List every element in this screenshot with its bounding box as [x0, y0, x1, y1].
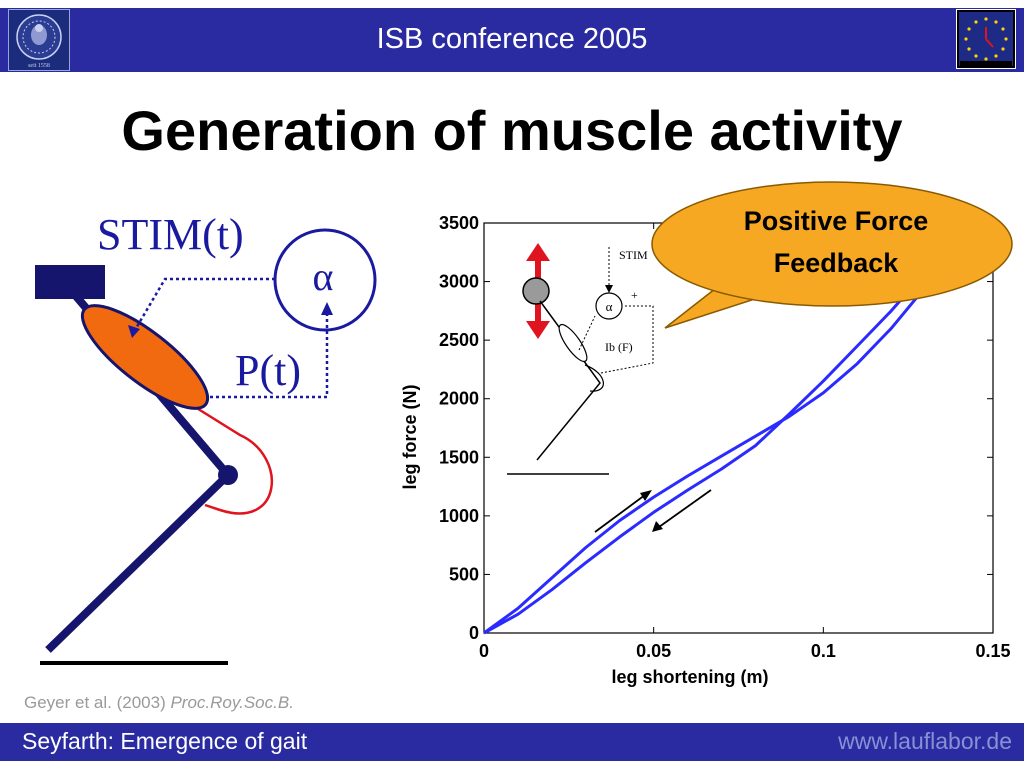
inset-schematic: α STIM + Ib (F)	[507, 243, 654, 475]
hip-block	[35, 265, 105, 299]
stim-arrowhead	[128, 325, 140, 338]
callout-text-line1: Positive Force	[744, 206, 929, 236]
alpha-label: α	[313, 254, 334, 299]
inset-alpha-label: α	[606, 299, 613, 314]
conference-title: ISB conference 2005	[376, 23, 648, 55]
force-feedback-path	[210, 315, 329, 399]
series-line-unloading	[483, 245, 954, 635]
university-seal-logo: seit 1558	[8, 9, 70, 71]
stim-label: STIM(t)	[97, 210, 244, 259]
inset-tendon	[584, 364, 604, 392]
stim-signal-path	[133, 277, 275, 331]
inset-output-line	[578, 315, 596, 351]
unloading-direction-arrow	[658, 489, 712, 528]
header-bar	[0, 8, 1024, 72]
leg-force-chart: 0 0.05 0.1 0.15 0 500 1000 1500 2000 2500 3000 3500…	[395, 195, 1024, 695]
inset-force-arrow-down	[526, 321, 550, 339]
callout-text-line2: Feedback	[774, 248, 900, 278]
seal-lettering: seit 1558	[28, 63, 50, 69]
x-axis-label: leg shortening (m)	[612, 667, 769, 687]
y-tick-label: 1500	[439, 447, 479, 467]
x-tick-label: 0.15	[975, 641, 1010, 661]
x-tick-label: 0	[479, 641, 489, 661]
shank-segment	[45, 472, 231, 653]
knee-joint	[218, 465, 238, 485]
citation-journal: Proc.Roy.Soc.B.	[170, 693, 294, 712]
positive-force-feedback-callout: Positive Force Feedback	[640, 180, 1024, 340]
inset-ib-label: Ib (F)	[605, 340, 633, 354]
inset-stim-arrowhead	[605, 285, 613, 293]
inset-force-arrow-up	[526, 243, 550, 261]
y-tick-label: 1000	[439, 506, 479, 526]
y-tick-label: 0	[469, 623, 479, 643]
footer-website-link[interactable]: www.lauflabor.de	[838, 728, 1012, 754]
muscle-ellipse	[80, 304, 210, 410]
series-line-loading	[483, 245, 954, 635]
x-tick-label: 0.1	[811, 641, 836, 661]
feedback-arrowhead	[321, 302, 333, 315]
y-tick-label: 2500	[439, 330, 479, 350]
footer-presenter: Seyfarth: Emergence of gait	[22, 728, 308, 754]
callout-bubble	[651, 181, 1013, 307]
inset-ib-loop	[600, 305, 654, 374]
y-tick-label: 3000	[439, 272, 479, 292]
loading-direction-arrow	[594, 494, 646, 533]
footer-bar	[0, 723, 1024, 761]
y-tick-label: 3500	[439, 213, 479, 233]
leg-muscle-diagram: α STIM(t) P(t)	[20, 195, 400, 680]
slide-title: Generation of muscle activity	[121, 99, 903, 162]
unloading-arrowhead	[652, 521, 663, 532]
inset-stim-label: STIM	[619, 248, 648, 262]
tendon-path	[194, 405, 274, 515]
force-label: P(t)	[235, 346, 301, 395]
inset-hip-circle	[522, 277, 550, 305]
y-axis-label: leg force (N)	[400, 384, 420, 489]
citation: Geyer et al. (2003) Proc.Roy.Soc.B.	[24, 693, 294, 713]
inset-muscle	[558, 323, 588, 363]
clock-stars-logo	[956, 9, 1016, 69]
y-tick-label: 500	[449, 564, 479, 584]
citation-authors: Geyer et al. (2003)	[24, 693, 171, 712]
x-tick-label: 0.05	[636, 641, 671, 661]
y-tick-label: 2000	[439, 389, 479, 409]
inset-plus-label: +	[631, 288, 638, 302]
loading-arrowhead	[640, 490, 652, 501]
